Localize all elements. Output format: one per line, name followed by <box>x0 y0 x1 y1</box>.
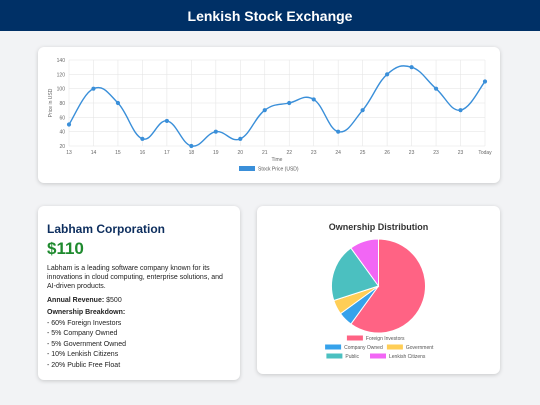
annual-revenue-label: Annual Revenue: <box>47 297 105 304</box>
x-tick-label: 23 <box>311 150 317 156</box>
ownership-chart-card: Ownership Distribution Foreign Investors… <box>257 206 500 374</box>
legend-label: Stock Price (USD) <box>258 167 299 173</box>
list-item: - 5% Government Owned <box>47 340 126 348</box>
data-point <box>311 97 316 102</box>
data-point <box>262 108 267 113</box>
x-tick-label: 19 <box>213 150 219 156</box>
company-info-card: Labham Corporation $110 Labham is a lead… <box>38 206 240 380</box>
legend-swatch <box>370 353 386 359</box>
x-tick-label: 24 <box>335 150 341 156</box>
pie-slice <box>331 247 380 302</box>
y-tick-label: 80 <box>59 101 65 107</box>
page-header: Lenkish Stock Exchange <box>0 0 540 31</box>
legend-label: Foreign Investors <box>366 336 405 342</box>
y-tick-label: 60 <box>59 115 65 121</box>
ownership-pie-chart: Foreign Investors Company Owned Government… <box>325 238 434 360</box>
data-point <box>164 118 169 124</box>
company-description: Labham is a leading software company kno… <box>47 265 223 290</box>
data-point <box>66 122 72 127</box>
data-point <box>360 108 365 113</box>
x-tick-label: 23 <box>433 150 439 156</box>
x-tick-label: 14 <box>91 150 97 156</box>
x-axis-label: Time <box>272 157 283 163</box>
y-tick-label: 120 <box>57 72 66 78</box>
pie-slice <box>350 238 426 334</box>
x-tick-label: 18 <box>189 150 195 156</box>
stock-line-chart: 20 40 60 80 100 120 140 13 14 15 16 17 18 19 20 21 22 23 2… <box>48 58 492 173</box>
ownership-breakdown-title: Ownership Breakdown: <box>47 309 126 316</box>
series-line-stock-price <box>68 65 486 147</box>
y-tick-label: 40 <box>59 130 65 136</box>
ownership-breakdown-list: - 60% Foreign Investors - 5% Company Own… <box>47 319 126 371</box>
data-point <box>409 65 414 70</box>
data-point <box>189 143 194 149</box>
data-point <box>91 86 96 91</box>
data-point <box>433 86 439 91</box>
x-tick-label: 23 <box>458 150 464 156</box>
stock-price: $110 <box>47 239 84 258</box>
x-tick-label: 23 <box>409 150 415 156</box>
data-point <box>482 79 488 84</box>
legend-swatch <box>325 344 342 350</box>
y-tick-label: 100 <box>57 87 66 93</box>
data-point <box>458 108 463 113</box>
legend-label: Company Owned <box>344 345 383 351</box>
legend-swatch <box>386 344 403 350</box>
stock-chart-card: 20 40 60 80 100 120 140 13 14 15 16 17 18 19 20 21 22 23 2… <box>38 47 500 183</box>
chart-legend: Stock Price (USD) <box>239 166 299 173</box>
pie-slice <box>350 238 379 288</box>
x-tick-label: Today <box>478 150 492 156</box>
x-tick-label: 22 <box>286 150 292 156</box>
page-title: Lenkish Stock Exchange <box>187 7 353 24</box>
company-name: Labham Corporation <box>47 222 166 236</box>
x-tick-label: 13 <box>66 150 72 156</box>
legend-label: Lenkish Citizens <box>389 354 426 360</box>
data-point <box>238 136 243 141</box>
y-axis-label: Price in USD <box>48 88 54 117</box>
y-tick-label: 20 <box>59 144 65 150</box>
x-tick-label: 15 <box>115 150 121 156</box>
x-tick-label: 25 <box>360 150 366 156</box>
legend-swatch <box>346 335 363 341</box>
data-point <box>385 72 390 77</box>
x-tick-label: 26 <box>384 150 390 156</box>
annual-revenue: Annual Revenue: $500 <box>47 297 122 304</box>
legend-label: Government <box>406 345 434 351</box>
list-item: - 20% Public Free Float <box>47 361 121 369</box>
data-point <box>287 100 292 106</box>
legend-label: Public <box>345 354 359 360</box>
pie-chart-title: Ownership Distribution <box>328 222 429 232</box>
list-item: - 60% Foreign Investors <box>47 320 122 327</box>
list-item: - 5% Company Owned <box>47 330 118 338</box>
x-tick-label: 20 <box>238 150 244 156</box>
data-point <box>140 136 145 141</box>
legend-swatch <box>326 353 343 359</box>
data-point <box>336 129 341 134</box>
annual-revenue-value: $500 <box>106 297 122 304</box>
x-tick-label: 16 <box>140 150 146 156</box>
data-point <box>115 100 121 106</box>
y-tick-label: 140 <box>57 58 66 64</box>
list-item: - 10% Lenkish Citizens <box>47 351 119 359</box>
legend-swatch <box>239 166 255 171</box>
data-point <box>213 129 218 134</box>
x-tick-label: 21 <box>262 150 268 156</box>
pie-legend: Foreign Investors Company Owned Government… <box>325 335 434 360</box>
x-tick-label: 17 <box>164 150 170 156</box>
